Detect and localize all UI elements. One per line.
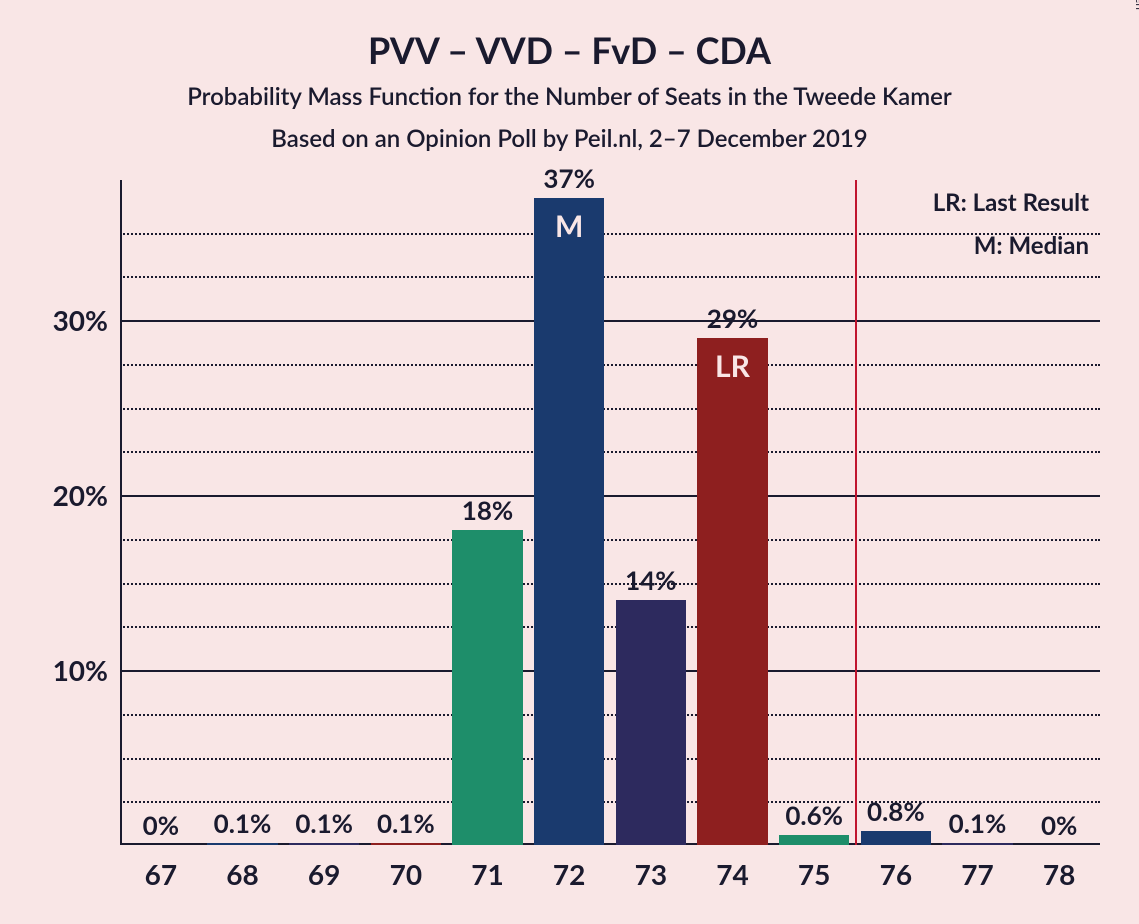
bar: 18% — [452, 530, 522, 845]
bar-value-label: 29% — [707, 302, 758, 334]
bar-value-label: 0.8% — [867, 795, 925, 827]
x-tick-label: 69 — [308, 857, 340, 891]
pmf-bar-chart: 10%20%30%0%670.1%680.1%690.1%7018%7137%M… — [120, 180, 1100, 845]
bar: 0.1% — [289, 843, 359, 845]
x-tick-label: 68 — [226, 857, 258, 891]
copyright-text: © 2020 Filip van Laenen — [1133, 0, 1139, 10]
x-tick-label: 67 — [145, 857, 177, 891]
gridline-minor — [120, 714, 1100, 716]
y-axis — [120, 180, 122, 845]
bar-value-label: 37% — [543, 162, 594, 194]
x-tick-label: 73 — [635, 857, 667, 891]
bar-marker-label: LR — [697, 348, 767, 384]
x-tick-label: 77 — [961, 857, 993, 891]
gridline-minor — [120, 626, 1100, 628]
x-tick-label: 74 — [716, 857, 748, 891]
bar-value-label: 18% — [462, 494, 513, 526]
gridline-minor — [120, 408, 1100, 410]
x-tick-label: 76 — [880, 857, 912, 891]
bar: 0.1% — [207, 843, 277, 845]
gridline-major — [120, 495, 1100, 497]
chart-subtitle-2: Based on an Opinion Poll by Peil.nl, 2–7… — [0, 124, 1139, 153]
bar: 0.6% — [779, 835, 849, 846]
bar: 0.1% — [371, 843, 441, 845]
gridline-minor — [120, 364, 1100, 366]
legend-line: LR: Last Result — [933, 188, 1089, 217]
legend: LR: Last Result M: Median — [933, 188, 1089, 260]
bar-value-label: 0.1% — [377, 807, 435, 839]
bar: 0.1% — [942, 843, 1012, 845]
y-tick-label: 20% — [53, 478, 108, 512]
last-result-line — [855, 180, 857, 845]
gridline-major — [120, 320, 1100, 322]
legend-line: M: Median — [933, 231, 1089, 260]
bar: 29%LR — [697, 338, 767, 846]
gridline-minor — [120, 758, 1100, 760]
bar-marker-label: M — [534, 208, 604, 244]
bar: 14% — [616, 600, 686, 845]
x-tick-label: 70 — [390, 857, 422, 891]
bar: 0.8% — [861, 831, 931, 845]
bar-value-label: 0% — [143, 809, 179, 841]
y-tick-label: 30% — [53, 303, 108, 337]
x-tick-label: 75 — [798, 857, 830, 891]
y-tick-label: 10% — [53, 653, 108, 687]
gridline-minor — [120, 583, 1100, 585]
bar-value-label: 0% — [1041, 809, 1077, 841]
bar-value-label: 0.6% — [785, 799, 843, 831]
chart-title: PVV – VVD – FvD – CDA — [0, 28, 1139, 72]
gridline-minor — [120, 276, 1100, 278]
bar-value-label: 0.1% — [214, 807, 272, 839]
x-tick-label: 71 — [471, 857, 503, 891]
gridline-minor — [120, 801, 1100, 803]
x-tick-label: 72 — [553, 857, 585, 891]
gridline-minor — [120, 539, 1100, 541]
bar: 37%M — [534, 198, 604, 846]
bar-value-label: 0.1% — [949, 807, 1007, 839]
gridline-major — [120, 670, 1100, 672]
x-tick-label: 78 — [1043, 857, 1075, 891]
gridline-minor — [120, 451, 1100, 453]
chart-subtitle-1: Probability Mass Function for the Number… — [0, 82, 1139, 111]
bar-value-label: 0.1% — [295, 807, 353, 839]
bar-value-label: 14% — [625, 564, 676, 596]
